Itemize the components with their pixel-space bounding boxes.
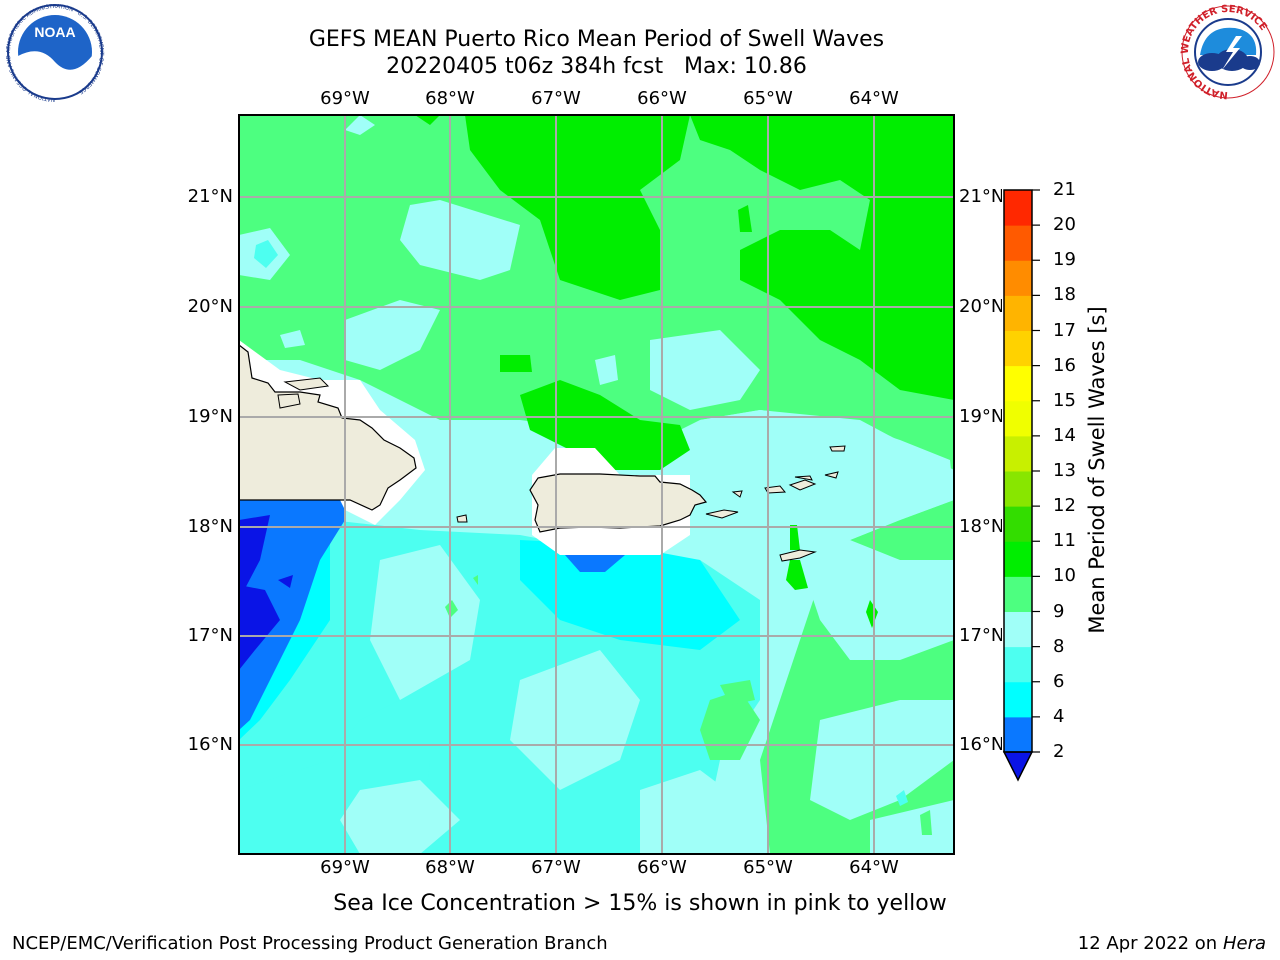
lon-tick-bottom: 68°W xyxy=(425,857,475,878)
colorbar-label: Mean Period of Swell Waves [s] xyxy=(1085,306,1109,634)
colorbar-tick-label: 11 xyxy=(1053,530,1076,552)
colorbar-tick-label: 13 xyxy=(1053,460,1076,481)
lat-tick-right: 21°N xyxy=(959,186,1005,207)
nws-logo: NATIONAL WEATHER SERVICE xyxy=(1180,4,1275,100)
lon-tick-bottom: 67°W xyxy=(531,857,581,878)
colorbar-tick-label: 12 xyxy=(1053,495,1076,517)
colorbar-tick-label: 17 xyxy=(1053,319,1076,341)
lon-tick-bottom: 65°W xyxy=(743,857,793,878)
footer-host: Hera xyxy=(1222,933,1266,954)
lat-tick-left: 21°N xyxy=(187,186,233,207)
lon-tick-top: 68°W xyxy=(425,88,475,109)
lat-tick-left: 20°N xyxy=(187,296,233,317)
map-frame xyxy=(238,114,955,855)
footer-date-text: 12 Apr 2022 on xyxy=(1077,933,1218,954)
lat-tick-left: 19°N xyxy=(187,406,233,427)
lon-tick-top: 67°W xyxy=(531,88,581,109)
lon-tick-top: 66°W xyxy=(637,88,687,109)
lat-tick-right: 17°N xyxy=(959,625,1005,646)
map-field xyxy=(239,115,954,854)
lat-tick-right: 19°N xyxy=(959,406,1005,427)
footer-credit: NCEP/EMC/Verification Post Processing Pr… xyxy=(12,933,608,954)
colorbar-tick-label: 21 xyxy=(1053,179,1076,200)
footer-date: 12 Apr 2022 on Hera xyxy=(1078,933,1266,955)
colorbar-tick-label: 4 xyxy=(1053,705,1065,727)
noaa-logo: NOAA NATIONAL OCEANIC AND ATMOSPHERIC AD… xyxy=(6,4,104,102)
chart-title: GEFS MEAN Puerto Rico Mean Period of Swe… xyxy=(308,27,885,52)
lat-tick-left: 18°N xyxy=(187,516,233,537)
map-gridlines xyxy=(239,115,954,854)
lon-tick-bottom: 64°W xyxy=(849,857,899,878)
colorbar-tick-label: 16 xyxy=(1053,354,1076,376)
chart-subtitle: 20220405 t06z 384h fcst Max: 10.86 xyxy=(386,54,807,79)
footer-caption: Sea Ice Concentration > 15% is shown in … xyxy=(333,891,947,916)
colorbar-tick-label: 15 xyxy=(1053,389,1076,411)
colorbar-tick-label: 18 xyxy=(1053,284,1076,306)
lon-tick-bottom: 66°W xyxy=(637,857,687,878)
colorbar-tick-label: 2 xyxy=(1053,741,1065,762)
lon-tick-bottom: 69°W xyxy=(320,857,370,878)
colorbar-tick-label: 9 xyxy=(1053,600,1065,622)
colorbar-tick-label: 20 xyxy=(1053,214,1076,236)
colorbar-tick-label: 8 xyxy=(1053,635,1065,657)
noaa-logo-text: NOAA xyxy=(34,24,75,40)
lat-tick-left: 16°N xyxy=(187,734,233,755)
lat-tick-right: 18°N xyxy=(959,516,1005,537)
lat-tick-right: 20°N xyxy=(959,296,1005,317)
lon-tick-top: 65°W xyxy=(743,88,793,109)
lon-tick-top: 69°W xyxy=(320,88,370,109)
colorbar-tick-label: 10 xyxy=(1053,565,1076,587)
lat-tick-right: 16°N xyxy=(959,734,1005,755)
lon-tick-top: 64°W xyxy=(849,88,899,109)
colorbar-tick-label: 19 xyxy=(1053,249,1076,271)
colorbar-tick-label: 14 xyxy=(1053,424,1076,446)
lat-tick-left: 17°N xyxy=(187,625,233,646)
colorbar-tick-label: 6 xyxy=(1053,670,1065,692)
